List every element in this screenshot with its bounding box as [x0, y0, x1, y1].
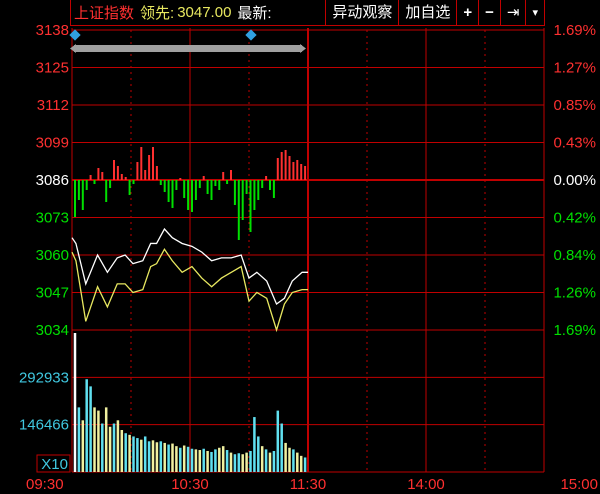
volume-scale-box — [36, 454, 71, 473]
leading-value: 3047.00 — [177, 4, 232, 21]
chart-header: 上证指数 领先: 3047.00 最新: 异动观察 加自选 + − ⇥ ▾ — [70, 0, 545, 26]
volume-scale-label: X10 — [41, 456, 68, 473]
price-tick-label: 3047 — [36, 285, 69, 302]
latest-label: 最新: — [237, 5, 272, 22]
price-tick-label: 3112 — [37, 97, 69, 114]
event-marker-diamond — [245, 29, 257, 41]
index-line — [71, 227, 308, 306]
event-marker-diamond — [69, 29, 81, 41]
anomaly-watch-button[interactable]: 异动观察 — [325, 0, 398, 25]
range-bar-right-end — [300, 44, 306, 53]
range-bar-left-end — [70, 44, 76, 53]
time-range-bar — [74, 45, 302, 52]
percent-tick-label: 1.69% — [553, 322, 596, 339]
add-watchlist-button[interactable]: 加自选 — [398, 0, 456, 25]
price-tick-label: 3099 — [36, 135, 69, 152]
volume-tick-label: 146466 — [19, 417, 69, 434]
leading-line — [71, 247, 308, 333]
time-tick-label: 11:30 — [290, 476, 326, 493]
time-tick-label: 10:30 — [171, 476, 209, 493]
volume-tick-label: 292933 — [19, 369, 69, 386]
percent-tick-label: 0.85% — [553, 97, 596, 114]
time-tick-label: 15:00 — [560, 476, 598, 493]
leading-label: 领先: — [140, 5, 175, 22]
price-tick-label: 3073 — [36, 210, 69, 227]
minus-icon[interactable]: − — [478, 0, 500, 25]
percent-tick-label: 0.84% — [553, 247, 596, 264]
toolbar: 异动观察 加自选 + − ⇥ ▾ — [325, 0, 544, 25]
percent-tick-label: 1.69% — [553, 22, 596, 39]
percent-tick-label: 1.26% — [553, 285, 596, 302]
price-tick-label: 3125 — [36, 60, 69, 77]
percent-tick-label: 0.42% — [553, 210, 596, 227]
dropdown-icon[interactable]: ▾ — [525, 0, 544, 25]
price-tick-label: 3086 — [36, 172, 69, 189]
percent-tick-label: 1.27% — [553, 60, 596, 77]
price-tick-label: 3034 — [36, 322, 69, 339]
time-tick-label: 09:30 — [26, 476, 64, 493]
jump-end-icon[interactable]: ⇥ — [499, 0, 526, 25]
percent-tick-label: 0.43% — [553, 135, 596, 152]
time-tick-label: 14:00 — [407, 476, 445, 493]
percent-tick-label: 0.00% — [553, 172, 596, 189]
plus-icon[interactable]: + — [456, 0, 478, 25]
index-title: 上证指数 — [74, 5, 135, 22]
price-tick-label: 3138 — [36, 22, 69, 39]
price-tick-label: 3060 — [36, 247, 69, 264]
